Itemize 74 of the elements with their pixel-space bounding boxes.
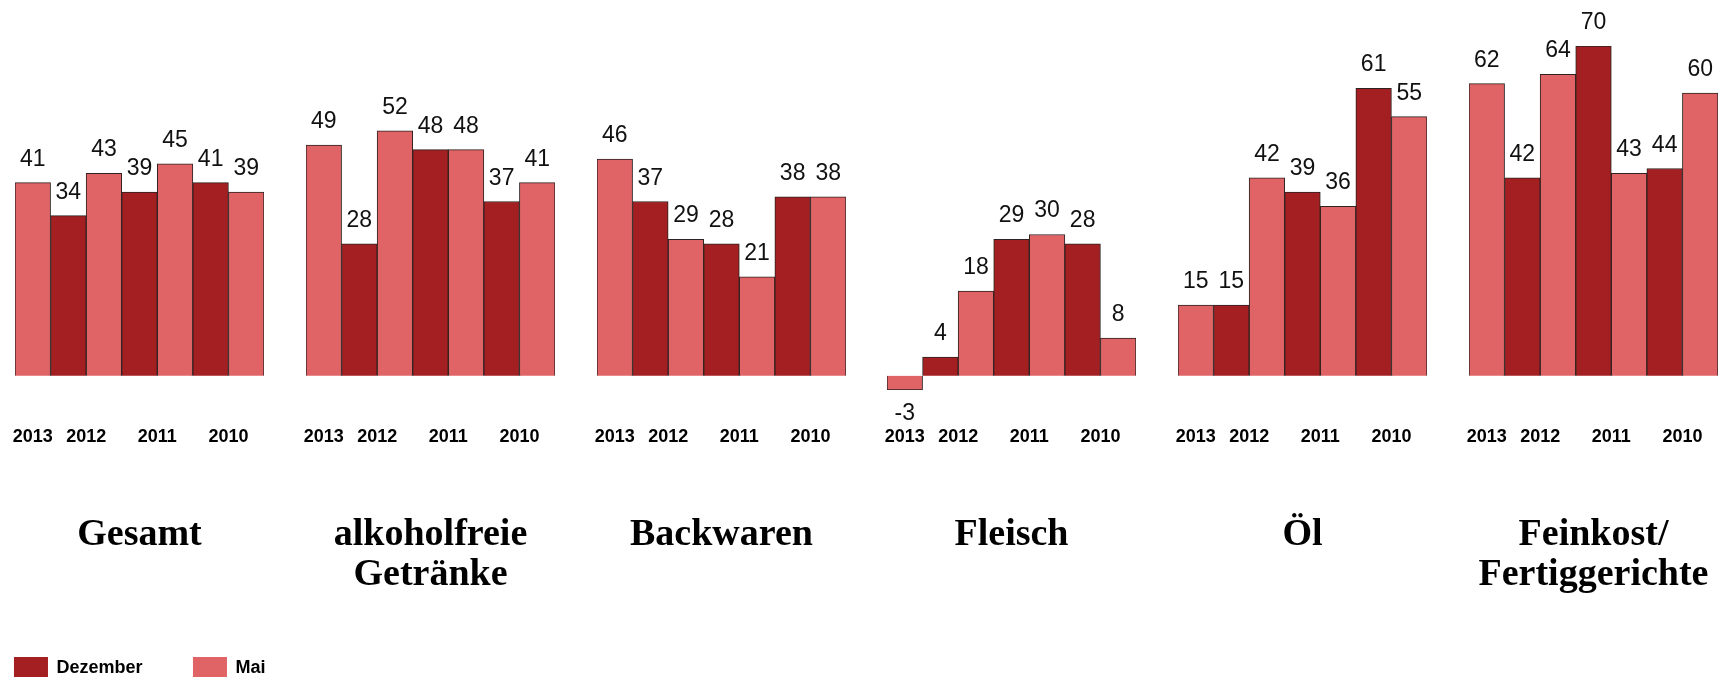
x-tick-label: 2013 [303,425,344,446]
x-tick-label: 2011 [137,425,177,446]
data-label: 4 [934,319,948,346]
data-label: 41 [197,144,224,171]
x-tick-label: 2010 [1662,425,1703,446]
data-label: 46 [601,121,628,148]
data-label: 48 [417,111,444,138]
data-label: 44 [1651,130,1678,157]
data-label: 39 [233,154,260,181]
x-tick-label: 2012 [356,425,397,446]
text: alkoholfreie Getränke [333,511,528,594]
data-label: 21 [743,238,770,265]
data-label: 29 [672,201,699,228]
x-tick-label: 2010 [208,425,249,446]
data-label: 49 [310,106,337,133]
data-label: 42 [1254,139,1280,166]
x-tick-label: 2010 [790,425,831,446]
x-tick-label: 2012 [1229,425,1270,446]
x-tick-label: 2012 [938,425,979,446]
data-label: 60 [1687,55,1714,82]
x-tick-label: 2011 [1591,425,1631,446]
data-label: 28 [708,205,734,232]
data-label: 34 [55,177,82,204]
data-label: 45 [162,125,188,152]
data-label: 48 [453,111,479,138]
data-label: 15 [1218,267,1245,294]
x-tick-label: 2013 [885,425,926,446]
data-label: 8 [1112,300,1125,327]
x-tick-label: 2011 [428,425,468,446]
data-label: 36 [1325,168,1352,195]
data-label: 37 [637,163,663,190]
data-label: 39 [126,154,153,181]
x-tick-label: 2013 [594,425,635,446]
data-label: 55 [1396,78,1423,105]
data-label: 28 [346,205,372,232]
x-tick-label: 2013 [12,425,53,446]
x-tick-label: 2010 [1371,425,1412,446]
data-label: 30 [1034,196,1061,223]
data-label: 61 [1361,50,1387,77]
data-label: 41 [524,144,550,171]
text: Feinkost/ Fertiggerichte [1478,511,1709,594]
data-label: 52 [381,92,408,119]
data-label: 18 [963,253,990,280]
x-tick-label: 2013 [1466,425,1507,446]
text: Backwaren [629,511,813,554]
data-label: 28 [1070,205,1096,232]
legend-label: Dezember [56,657,143,677]
x-tick-label: 2011 [1010,425,1050,446]
data-label: 15 [1183,267,1209,294]
data-label: 43 [91,135,117,162]
data-label: 38 [779,158,806,185]
x-tick-label: 2012 [66,425,107,446]
x-tick-label: 2010 [499,425,540,446]
x-tick-label: 2012 [647,425,688,446]
x-tick-label: 2011 [719,425,759,446]
data-label: 70 [1580,8,1607,34]
data-label: 42 [1509,139,1536,166]
data-label: 64 [1545,36,1571,63]
x-tick-label: 2012 [1520,425,1561,446]
text: Öl [1282,511,1323,554]
text: Gesamt [77,511,203,554]
data-label: 37 [488,163,515,190]
data-label: 38 [815,158,841,185]
text: Fleisch [954,511,1069,554]
x-tick-label: 2013 [1175,425,1216,446]
data-label: 29 [999,201,1025,228]
data-label: 62 [1473,45,1500,72]
data-label: 39 [1289,154,1316,181]
legend-label: Mai [235,657,266,677]
data-label: 43 [1616,135,1642,162]
x-tick-label: 2011 [1300,425,1340,446]
x-tick-label: 2010 [1080,425,1121,446]
data-label: 41 [19,144,46,171]
data-label: -3 [894,398,916,425]
